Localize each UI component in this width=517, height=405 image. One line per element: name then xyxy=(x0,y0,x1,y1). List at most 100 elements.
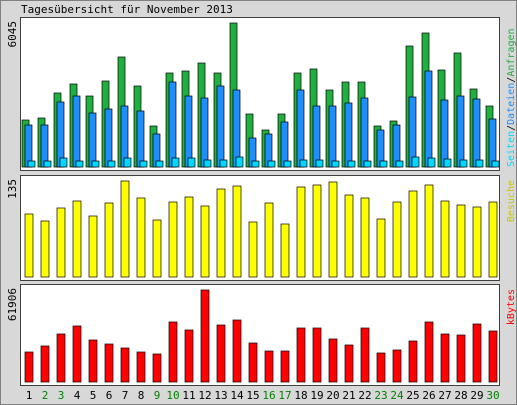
besuche-bar-day-27 xyxy=(440,200,450,278)
legend-separator: / xyxy=(506,125,517,131)
dateien-bar-day-6 xyxy=(104,108,113,168)
dateien-bar-day-10 xyxy=(168,81,177,168)
kbytes-bar-day-3 xyxy=(56,333,66,383)
kbytes-bar-day-26 xyxy=(424,321,434,383)
dateien-bar-day-21 xyxy=(344,102,353,168)
kbytes-bar-day-23 xyxy=(376,352,386,383)
besuche-bar-day-30 xyxy=(488,201,498,278)
day-label-5: 5 xyxy=(90,389,97,402)
seiten-bar-day-11 xyxy=(187,157,196,168)
seiten-bar-day-16 xyxy=(267,160,276,168)
seiten-bar-day-8 xyxy=(139,160,148,168)
day-label-17: 17 xyxy=(278,389,291,402)
besuche-bar-day-20 xyxy=(328,181,338,278)
besuche-bar-day-9 xyxy=(152,219,162,278)
dateien-bar-day-20 xyxy=(328,105,337,168)
seiten-bar-day-15 xyxy=(251,160,260,168)
seiten-bar-day-29 xyxy=(475,159,484,168)
besuche-bar-day-29 xyxy=(472,206,482,278)
seiten-bar-day-20 xyxy=(331,160,340,168)
day-label-9: 9 xyxy=(154,389,161,402)
seiten-bar-day-10 xyxy=(171,157,180,168)
dateien-bar-day-30 xyxy=(488,118,497,168)
dateien-bar-day-8 xyxy=(136,110,145,168)
day-label-18: 18 xyxy=(294,389,307,402)
seiten-bar-day-24 xyxy=(395,160,404,168)
seiten-bar-day-6 xyxy=(107,160,116,168)
besuche-bar-day-24 xyxy=(392,201,402,278)
dateien-bar-day-18 xyxy=(296,89,305,168)
seiten-bar-day-2 xyxy=(43,160,52,168)
day-label-4: 4 xyxy=(74,389,81,402)
day-label-30: 30 xyxy=(486,389,499,402)
dateien-bar-day-13 xyxy=(216,85,225,168)
kbytes-bar-day-14 xyxy=(232,319,242,383)
visits-panel xyxy=(20,175,500,281)
day-label-29: 29 xyxy=(470,389,483,402)
kbytes-bar-day-24 xyxy=(392,349,402,383)
dateien-bar-day-25 xyxy=(408,96,417,168)
besuche-bar-day-28 xyxy=(456,204,466,278)
day-label-15: 15 xyxy=(246,389,259,402)
seiten-bar-day-28 xyxy=(459,159,468,168)
kbytes-ymax-label: 61906 xyxy=(6,288,19,321)
kbytes-bar-day-4 xyxy=(72,325,82,383)
seiten-bar-day-9 xyxy=(155,160,164,168)
day-label-22: 22 xyxy=(358,389,371,402)
kbytes-bar-day-28 xyxy=(456,334,466,383)
seiten-bar-day-7 xyxy=(123,157,132,168)
besuche-bar-day-10 xyxy=(168,201,178,278)
seiten-bar-day-23 xyxy=(379,160,388,168)
day-label-23: 23 xyxy=(374,389,387,402)
kbytes-bar-day-6 xyxy=(104,343,114,383)
besuche-bar-day-15 xyxy=(248,221,258,278)
dateien-bar-day-17 xyxy=(280,121,289,168)
day-label-7: 7 xyxy=(122,389,129,402)
seiten-bar-day-4 xyxy=(75,160,84,168)
kbytes-bar-day-19 xyxy=(312,327,322,383)
besuche-bar-day-2 xyxy=(40,220,50,278)
seiten-bar-day-19 xyxy=(315,159,324,168)
hits-series-legend: Seiten/Dateien/Anfragen xyxy=(506,28,517,167)
dateien-bar-day-11 xyxy=(184,95,193,168)
dateien-bar-day-4 xyxy=(72,95,81,168)
kbytes-bar-day-15 xyxy=(248,342,258,383)
day-label-13: 13 xyxy=(214,389,227,402)
besuche-bar-day-11 xyxy=(184,196,194,278)
besuche-bar-day-16 xyxy=(264,202,274,278)
besuche-bar-day-4 xyxy=(72,200,82,278)
day-label-14: 14 xyxy=(230,389,244,402)
besuche-bar-day-6 xyxy=(104,202,114,278)
kbytes-bar-day-21 xyxy=(344,344,354,383)
seiten-bar-day-17 xyxy=(283,160,292,168)
kbytes-bar-day-17 xyxy=(280,350,290,383)
seiten-bar-day-12 xyxy=(203,159,212,168)
seiten-bar-day-13 xyxy=(219,159,228,168)
kbytes-bar-day-9 xyxy=(152,353,162,383)
legend-dateien: Dateien xyxy=(506,83,517,125)
kbytes-bar-day-2 xyxy=(40,345,50,383)
seiten-bar-day-1 xyxy=(27,160,36,168)
day-label-27: 27 xyxy=(438,389,451,402)
kbytes-bar-day-8 xyxy=(136,351,146,383)
dateien-bar-day-14 xyxy=(232,89,241,168)
day-label-26: 26 xyxy=(422,389,435,402)
kbytes-bar-day-11 xyxy=(184,329,194,383)
kbytes-bar-day-16 xyxy=(264,350,274,383)
seiten-bar-day-26 xyxy=(427,157,436,168)
dateien-bar-day-19 xyxy=(312,105,321,168)
kbytes-bar-day-5 xyxy=(88,339,98,383)
kbytes-bar-day-13 xyxy=(216,324,226,383)
hits-ymax-label: 6045 xyxy=(6,21,19,48)
kbytes-bar-day-22 xyxy=(360,327,370,383)
kbytes-panel xyxy=(20,284,500,386)
kbytes-bar-day-18 xyxy=(296,327,306,383)
day-label-6: 6 xyxy=(106,389,113,402)
day-label-19: 19 xyxy=(310,389,323,402)
seiten-bar-day-3 xyxy=(59,157,68,168)
day-label-2: 2 xyxy=(42,389,49,402)
legend-anfragen: Anfragen xyxy=(506,28,517,76)
besuche-bar-day-1 xyxy=(24,213,34,278)
seiten-bar-day-25 xyxy=(411,156,420,168)
